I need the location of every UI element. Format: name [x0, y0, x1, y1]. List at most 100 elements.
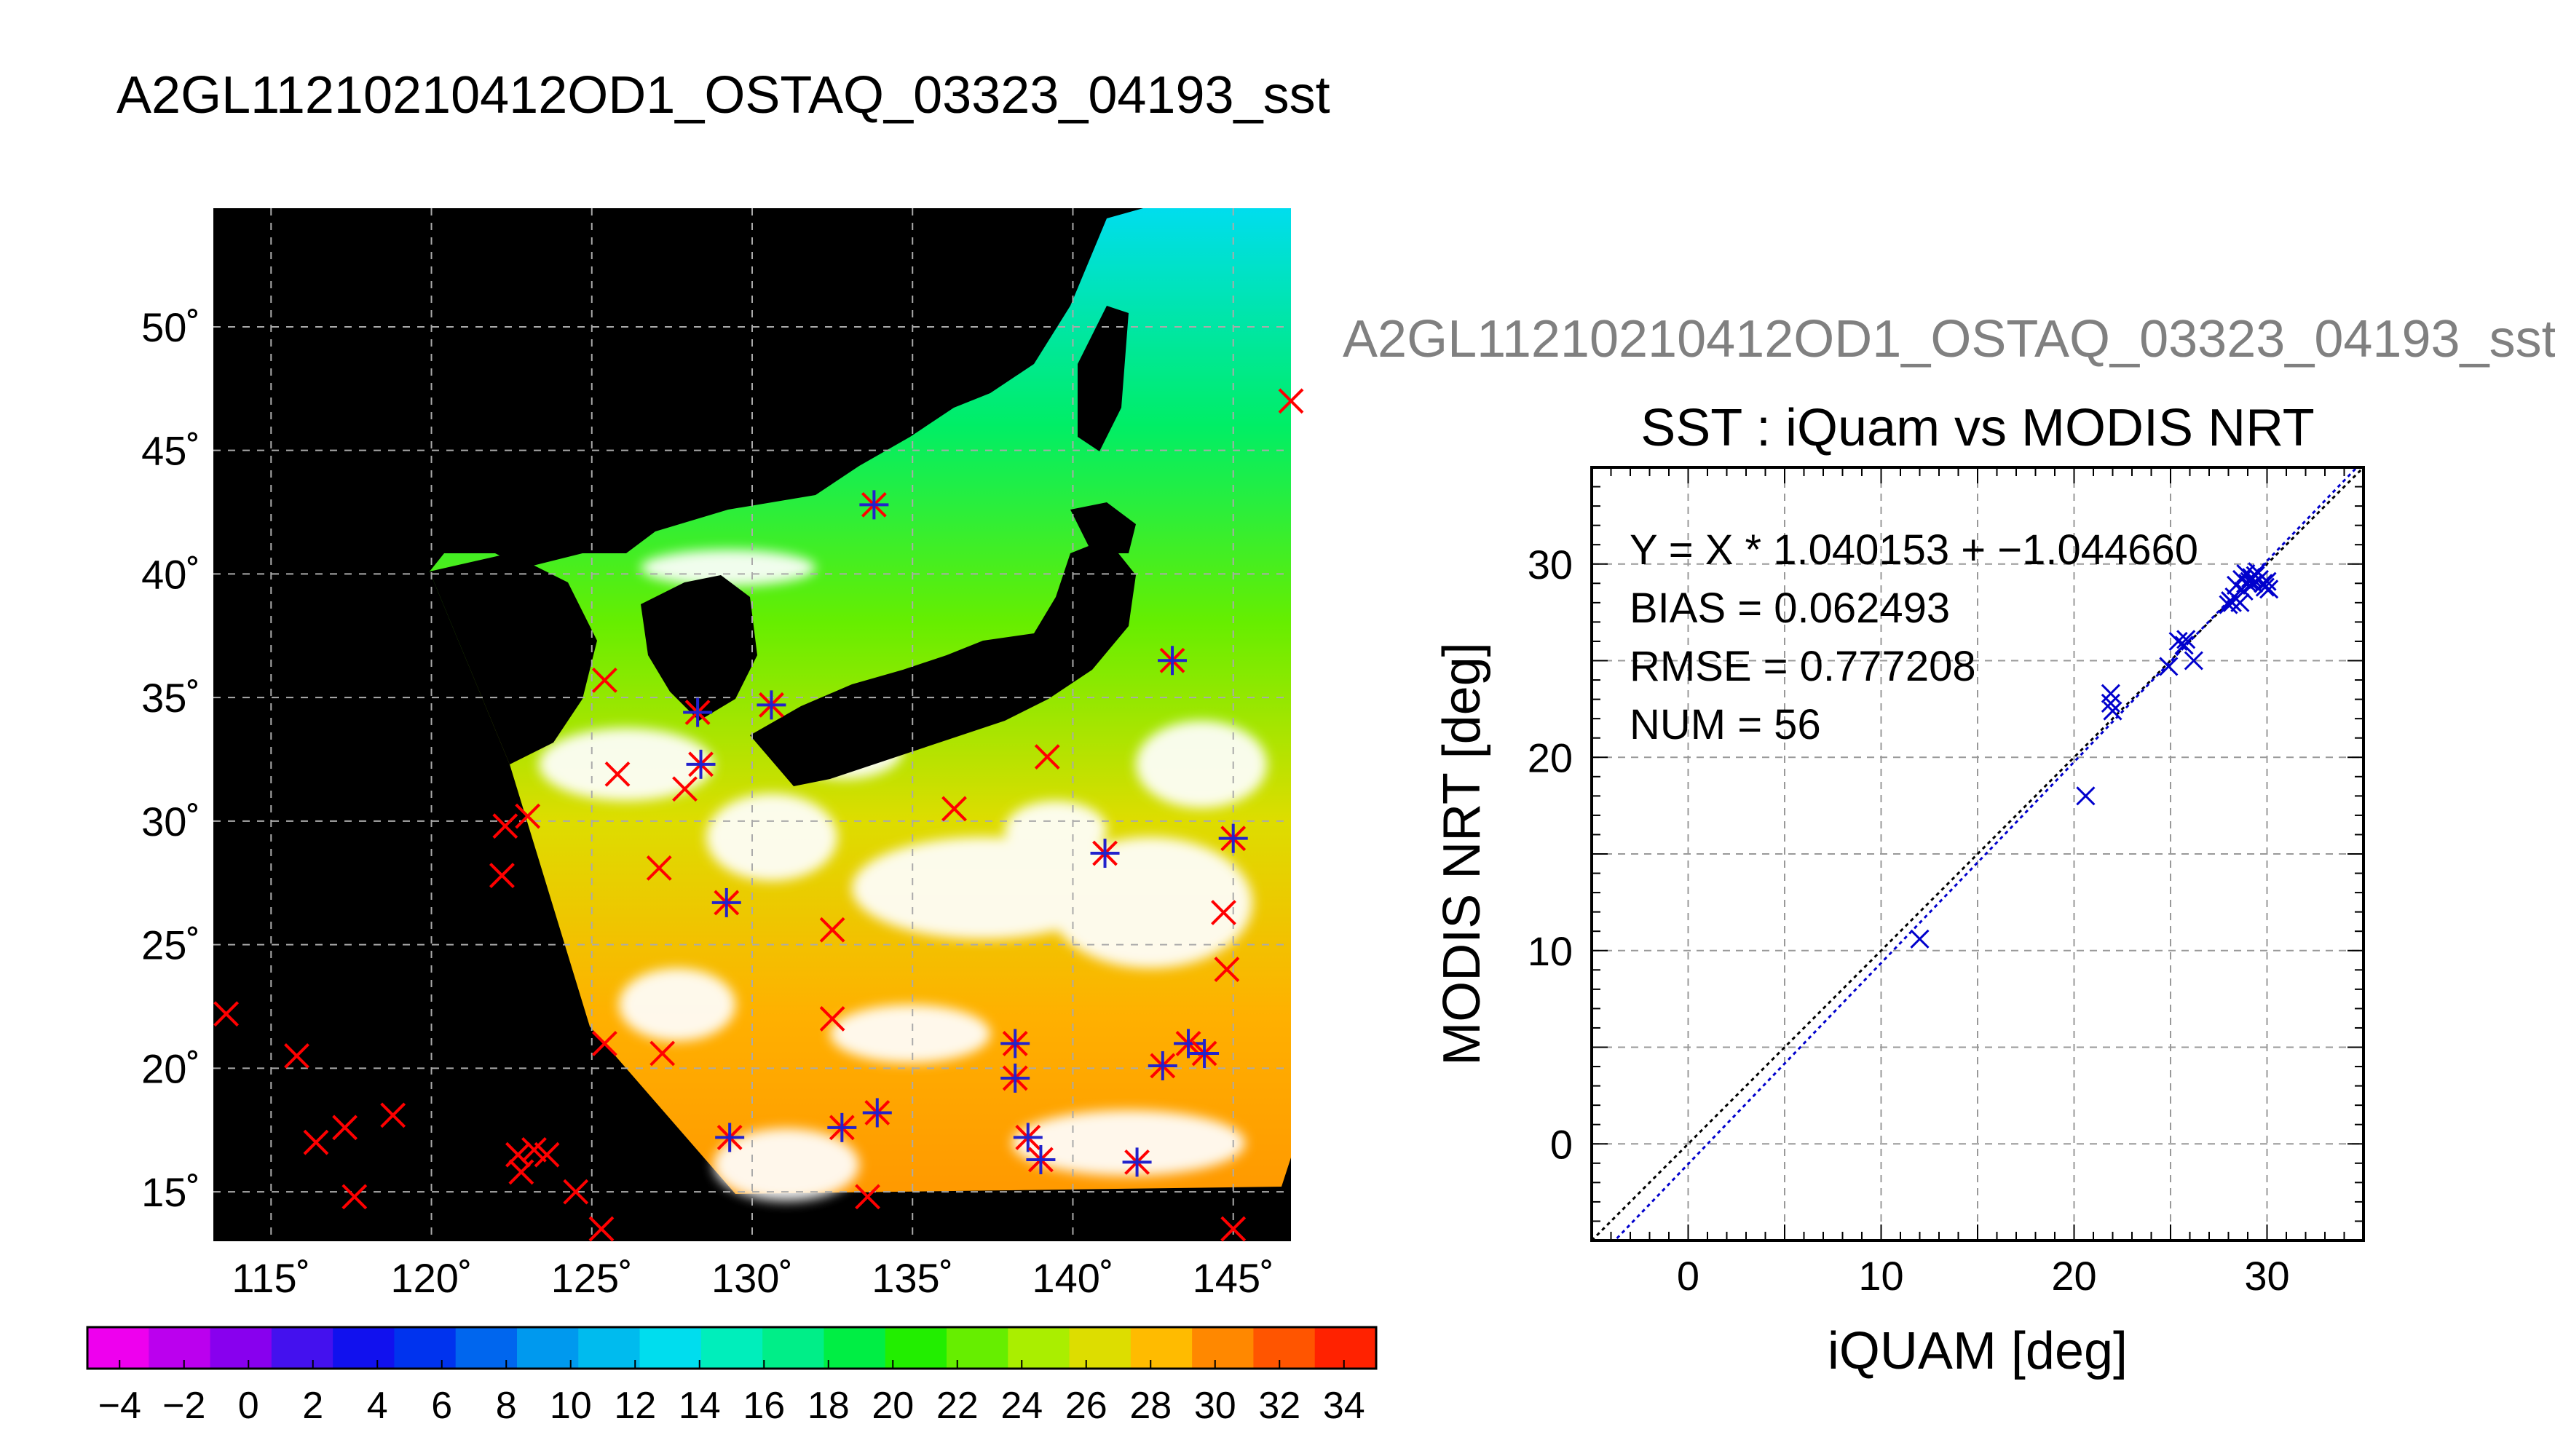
map-marker-iquam	[534, 1142, 560, 1168]
map-y-tick-label: 30˚	[141, 799, 200, 844]
map-marker-both	[711, 887, 741, 917]
map-marker-both	[1122, 1147, 1152, 1177]
scatter-y-tick-label: 0	[1550, 1121, 1573, 1167]
map-x-tick-label: 130˚	[711, 1255, 793, 1301]
map-marker-iquam	[1034, 744, 1060, 770]
map-marker-both	[859, 490, 889, 520]
map-marker-iquam	[819, 917, 845, 943]
map-x-tick-label: 135˚	[872, 1255, 953, 1301]
colorbar-tick-label: 16	[743, 1385, 785, 1427]
scatter-point	[2259, 579, 2279, 599]
map-marker-iquam	[1211, 900, 1236, 925]
colorbar-cell	[149, 1327, 211, 1369]
colorbar-cell	[1253, 1327, 1316, 1369]
scatter-x-tick-label: 30	[2244, 1253, 2289, 1299]
map-marker-iquam	[591, 667, 617, 693]
colorbar-cell	[639, 1327, 702, 1369]
colorbar-cell	[1192, 1327, 1254, 1369]
colorbar-cell	[333, 1327, 395, 1369]
colorbar-cell	[1069, 1327, 1132, 1369]
scatter-x-tick-label: 10	[1858, 1253, 1903, 1299]
map-x-tick-label: 115˚	[232, 1255, 310, 1301]
map-marker-iquam	[489, 863, 515, 888]
map-marker-both	[1000, 1029, 1030, 1059]
scatter-point	[2219, 595, 2238, 614]
sst-map-panel: 115˚ 120˚ 125˚ 130˚ 135˚ 140˚ 145˚ 15˚ 20˚ 25˚ 30˚…	[141, 208, 1304, 1301]
colorbar-cell	[1008, 1327, 1070, 1369]
map-y-tick-label: 35˚	[141, 675, 200, 721]
map-marker-iquam	[213, 1001, 240, 1027]
scatter-x-tick-label: 20	[2051, 1253, 2096, 1299]
map-marker-iquam	[492, 813, 518, 839]
scatter-annotation: BIAS = 0.062493	[1630, 585, 1950, 632]
map-marker-iquam	[284, 1042, 309, 1069]
japan-land	[750, 539, 1136, 786]
scatter-annotation: Y = X * 1.040153 + −1.044660	[1630, 526, 2198, 574]
map-marker-iquam	[941, 796, 967, 822]
map-marker-iquam	[819, 1006, 845, 1032]
scatter-annotations: Y = X * 1.040153 + −1.044660 BIAS = 0.062…	[1630, 526, 2198, 748]
main-title: A2GL11210210412OD1_OSTAQ_03323_04193_sst	[117, 66, 1330, 124]
china-coast-land	[430, 553, 597, 764]
cloud-cover	[539, 550, 1267, 1201]
colorbar-tick-label: 2	[302, 1385, 323, 1427]
scatter-y-tick-label: 30	[1528, 542, 1573, 587]
colorbar-tick-label: −2	[162, 1385, 205, 1427]
scatter-annotation: NUM = 56	[1630, 701, 1821, 748]
map-marker-both	[686, 749, 716, 779]
scatter-y-tick-label: 10	[1528, 928, 1573, 974]
colorbar-tick-labels: −4 −2 0 2 4 6 8 10 12 14 16 18 20 22 24 26 28 30 32 34	[98, 1360, 1365, 1427]
scatter-point	[2176, 630, 2196, 649]
map-marker-iquam	[1278, 388, 1304, 414]
map-markers	[213, 388, 1304, 1242]
scatter-header-title: A2GL11210210412OD1_OSTAQ_03323_04193_sst	[1343, 310, 2555, 368]
scatter-point	[2103, 701, 2122, 721]
colorbar-cell	[762, 1327, 824, 1369]
map-marker-iquam	[1214, 957, 1240, 982]
colorbar-tick-label: 22	[936, 1385, 979, 1427]
colorbar-tick-label: 18	[807, 1385, 850, 1427]
map-marker-iquam	[521, 1136, 547, 1163]
map-marker-both	[1158, 646, 1188, 676]
map-marker-iquam	[672, 776, 698, 802]
map-marker-both	[757, 690, 786, 720]
map-marker-both	[827, 1112, 857, 1142]
scatter-x-tick-label: 0	[1677, 1253, 1699, 1299]
scatter-point	[2236, 563, 2256, 584]
map-marker-iquam	[591, 1031, 617, 1056]
land-masses	[430, 306, 1136, 786]
map-tick-labels: 115˚ 120˚ 125˚ 130˚ 135˚ 140˚ 145˚ 15˚ 20˚ 25˚ 30˚…	[141, 304, 1274, 1301]
colorbar-frame	[86, 1326, 1378, 1370]
map-gridlines	[213, 208, 1291, 1241]
colorbar-tick-label: −4	[98, 1385, 141, 1427]
map-x-tick-label: 140˚	[1032, 1255, 1113, 1301]
map-marker-both	[1026, 1144, 1056, 1174]
colorbar-cell	[700, 1327, 763, 1369]
scatter-point	[2257, 571, 2277, 591]
map-marker-iquam	[508, 1159, 534, 1185]
scatter-point	[2076, 786, 2096, 806]
map-marker-iquam	[646, 855, 672, 881]
colorbar-cell	[394, 1327, 457, 1369]
scatter-point	[2255, 577, 2275, 597]
colorbar-cell	[1130, 1327, 1193, 1369]
colorbar-tick-label: 20	[872, 1385, 914, 1427]
scatter-point	[2230, 593, 2250, 612]
map-marker-iquam	[649, 1040, 676, 1067]
scatter-panel: SST : iQuam vs MODIS NRT 0 10 20 300102030 …	[1433, 399, 2365, 1380]
colorbar-cells	[87, 1327, 1377, 1369]
scatter-points	[1910, 562, 2279, 949]
map-marker-iquam	[515, 803, 541, 829]
map-marker-iquam	[855, 1184, 880, 1210]
map-y-tick-label: 40˚	[141, 551, 200, 597]
colorbar-cell	[1314, 1327, 1377, 1369]
hokkaido-land	[1070, 502, 1136, 553]
map-marker-iquam	[588, 1216, 615, 1242]
map-x-tick-label: 120˚	[390, 1255, 472, 1301]
colorbar-cell	[455, 1327, 518, 1369]
map-marker-both	[1174, 1029, 1204, 1059]
map-x-tick-label: 125˚	[551, 1255, 633, 1301]
map-marker-iquam	[380, 1102, 406, 1128]
map-marker-iquam	[332, 1115, 358, 1141]
scatter-point	[2168, 631, 2188, 652]
